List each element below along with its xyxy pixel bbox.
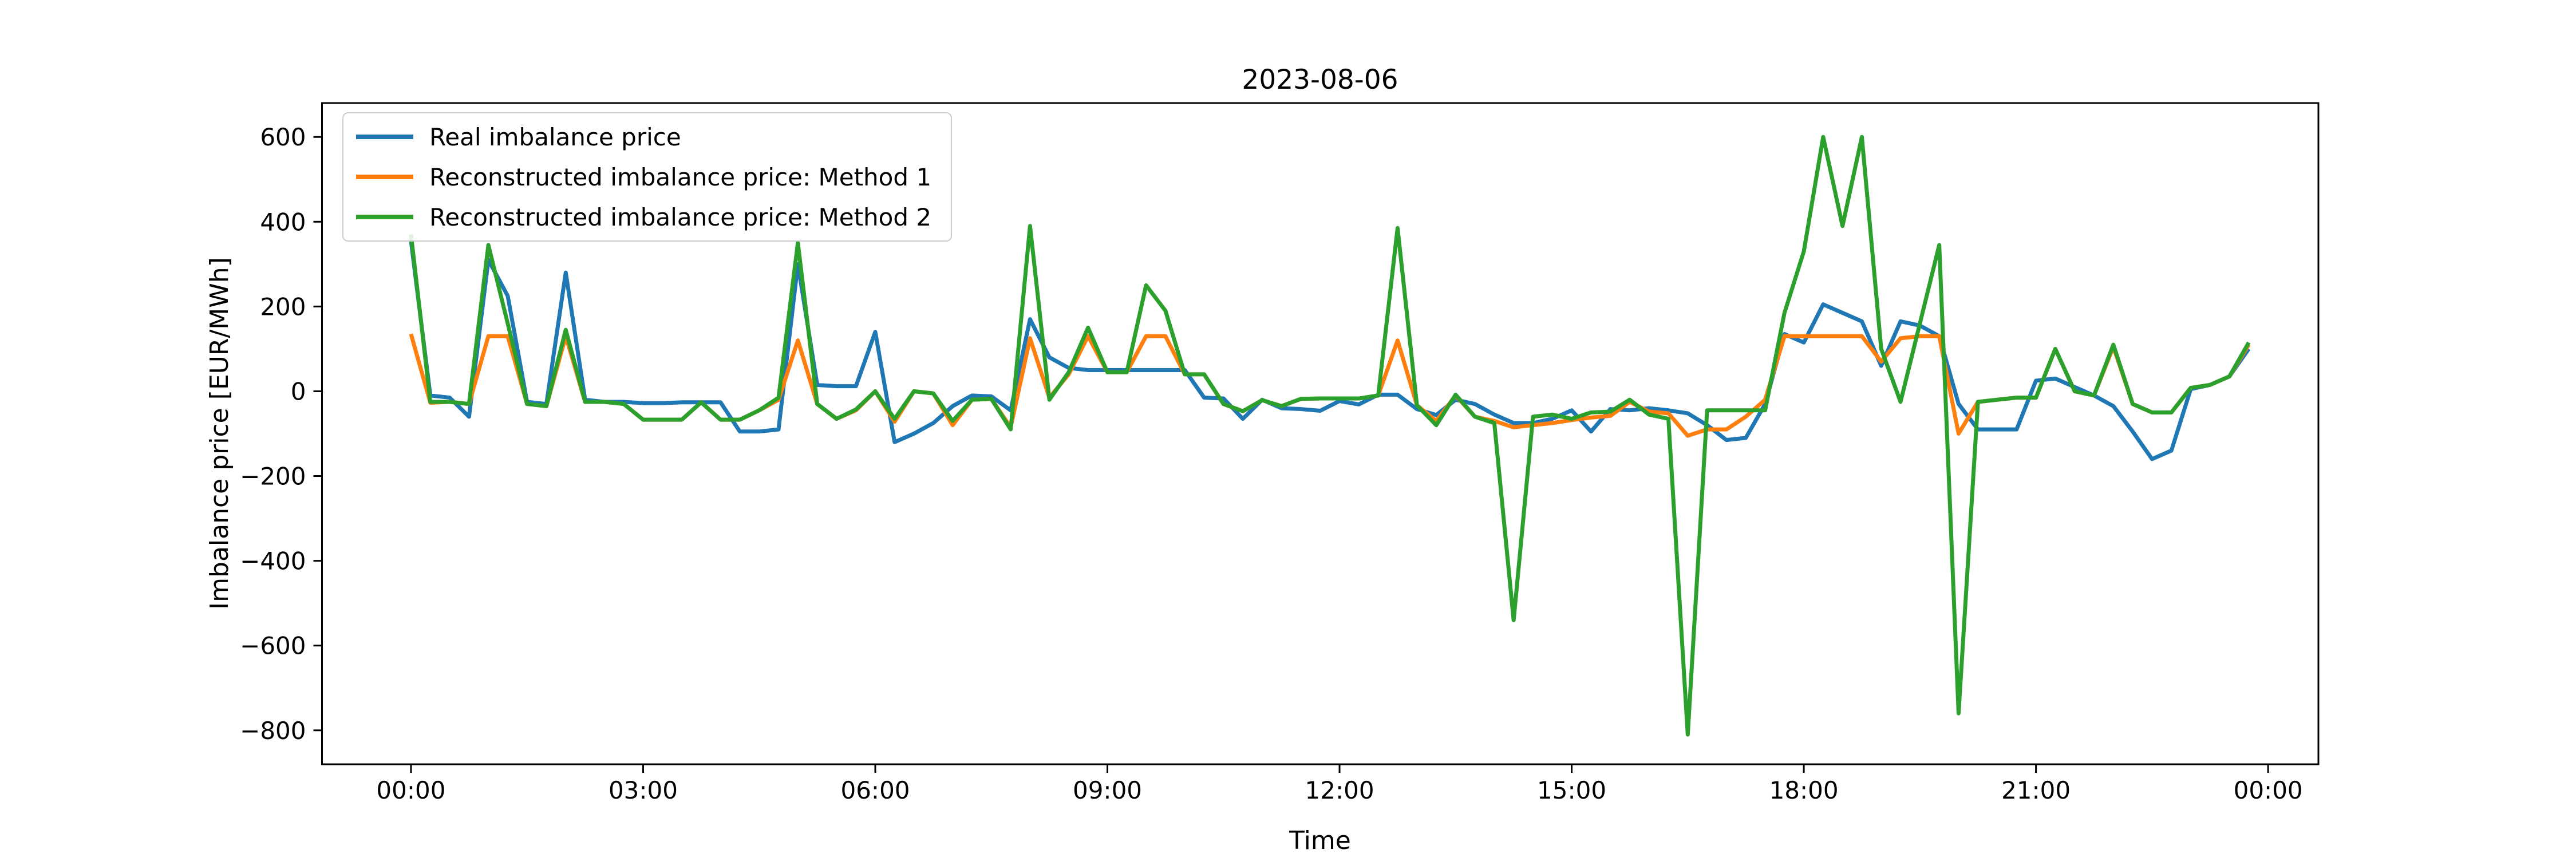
legend-item-2: Reconstructed imbalance price: Method 2 [343,197,951,237]
x-tick-label: 21:00 [2001,776,2071,804]
legend-item-1: Reconstructed imbalance price: Method 1 [343,157,951,197]
y-axis-label: Imbalance price [EUR/MWh] [205,257,234,610]
legend-line-sample [356,215,413,219]
x-tick-label: 00:00 [2234,776,2303,804]
x-tick-label: 06:00 [840,776,910,804]
chart-title: 2023-08-06 [1242,64,1398,96]
axes-spines [321,102,2320,765]
series-line-real-imbalance-price [409,240,2251,461]
legend-item-0: Real imbalance price [343,117,951,157]
y-tick-label: 400 [260,208,306,236]
axes-border [321,102,2320,765]
y-tick-label: 600 [260,123,306,151]
y-tick-label: −400 [240,547,306,575]
x-tick-label: 15:00 [1537,776,1606,804]
y-axis-ticks: 600 400 200 0 −200 −400 −600 −800 [240,123,322,745]
x-tick-label: 03:00 [609,776,678,804]
y-tick-label: −200 [240,463,306,491]
legend-box: Real imbalance price Reconstructed imbala… [342,112,952,242]
x-axis-ticks: 00:00 03:00 06:00 09:00 12:00 15:00 18:00 21:00… [376,764,2303,804]
legend-label: Real imbalance price [429,123,681,151]
y-tick-label: 0 [291,377,306,405]
legend-line-sample [356,175,413,179]
series-line-reconstructed-method-2 [409,135,2251,737]
x-tick-label: 12:00 [1305,776,1374,804]
y-tick-label: 200 [260,293,306,321]
x-tick-label: 00:00 [376,776,445,804]
y-tick-label: −800 [240,717,306,745]
plot-series [409,135,2251,737]
x-axis-label: Time [1289,826,1351,855]
legend-line-sample [356,135,413,139]
x-tick-label: 18:00 [1769,776,1839,804]
x-tick-label: 09:00 [1073,776,1142,804]
legend-label: Reconstructed imbalance price: Method 2 [429,203,932,231]
legend-label: Reconstructed imbalance price: Method 1 [429,163,932,191]
y-tick-label: −600 [240,632,306,660]
